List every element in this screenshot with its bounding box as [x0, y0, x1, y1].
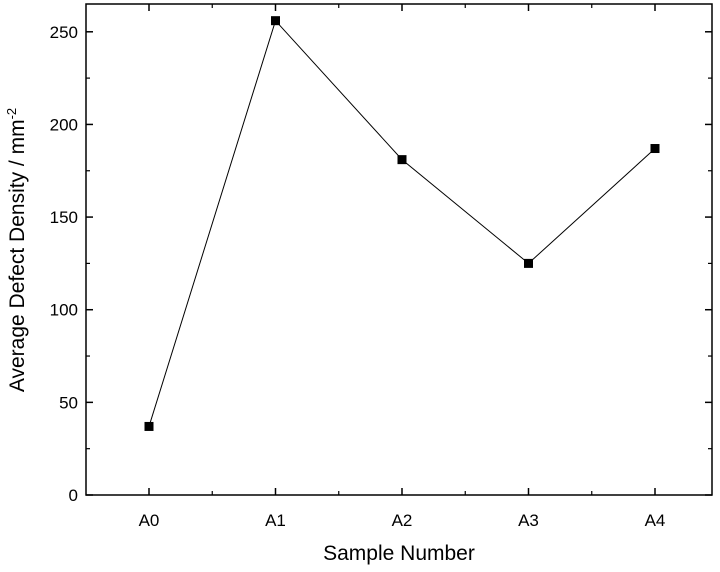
- y-tick-label: 150: [50, 208, 78, 227]
- data-point-a4: [650, 144, 660, 154]
- series-layer: [144, 16, 660, 431]
- y-tick-label: 200: [50, 115, 78, 134]
- x-tick-label: A0: [139, 511, 160, 530]
- x-axis-label: Sample Number: [323, 542, 475, 565]
- data-point-a3: [524, 258, 533, 268]
- data-point-a2: [397, 155, 407, 165]
- plot-frame: [85, 3, 713, 496]
- x-tick-label: A1: [265, 511, 286, 530]
- y-axis-label-main: Average Defect Density / mm: [6, 119, 29, 392]
- y-tick-label: 0: [69, 486, 78, 505]
- y-axis-label: Average Defect Density / mm-2: [4, 108, 29, 392]
- x-tick-label: A2: [392, 511, 413, 530]
- y-axis-label-superscript: -2: [4, 108, 19, 120]
- series-line: [148, 19, 656, 427]
- y-tick-label: 250: [50, 23, 78, 42]
- x-axis: A0 A1 A2 A3 A4: [139, 4, 666, 530]
- plot-area: [85, 3, 713, 496]
- x-tick-label: A4: [645, 511, 666, 530]
- data-point-a0: [144, 421, 154, 431]
- y-axis: 0 50 100 150 200 250: [50, 23, 712, 505]
- y-tick-label: 100: [50, 301, 78, 320]
- y-tick-label: 50: [59, 393, 78, 412]
- data-point-a1: [271, 16, 280, 26]
- x-tick-label: A3: [518, 511, 539, 530]
